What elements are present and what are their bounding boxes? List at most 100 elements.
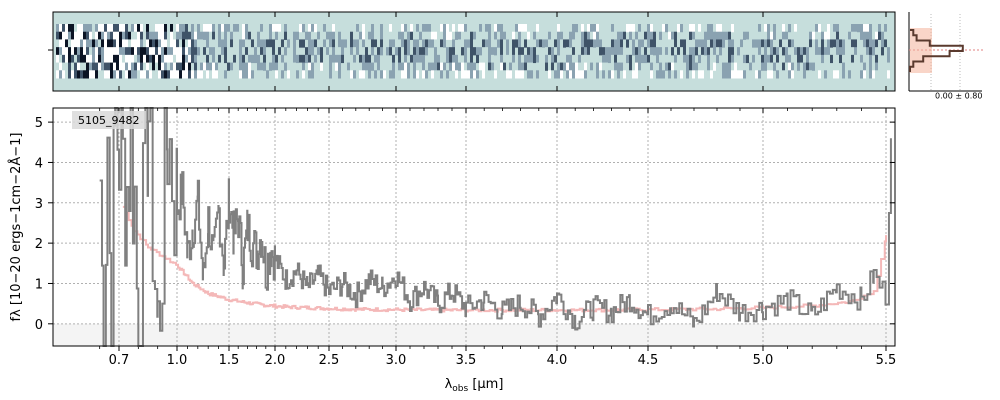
spectrum-2d-cell [632, 31, 635, 40]
spectrum-2d-cell [671, 62, 674, 71]
spectrum-2d-cell [815, 24, 818, 33]
spectrum-2d-cell [296, 70, 299, 79]
spectrum-2d-cell [848, 31, 851, 40]
y-tick-label: 5 [35, 116, 43, 131]
spectrum-2d-cell [584, 31, 587, 40]
spectrum-2d-cell [869, 24, 872, 33]
spectrum-2d-cell [503, 62, 506, 71]
spectrum-2d-cell [434, 31, 437, 40]
spectrum-2d-cell [803, 47, 806, 56]
spectrum-2d-cell [749, 62, 752, 71]
spectrum-2d-cell [578, 62, 581, 71]
spectrum-2d-cell [143, 31, 146, 40]
spectrum-2d-cell [518, 70, 521, 79]
spectrum-2d-cell [152, 47, 155, 56]
spectrum-2d-cell [554, 47, 557, 56]
spectrum-2d-cell [122, 31, 125, 40]
spectrum-2d-cell [188, 31, 191, 40]
spectrum-2d-cell [398, 31, 401, 40]
spectrum-2d-cell [620, 31, 623, 40]
spectrum-2d-cell [350, 70, 353, 79]
spectrum-2d-cell [824, 31, 827, 40]
spectrum-2d-cell [254, 54, 257, 64]
spectrum-2d-cell [167, 47, 170, 56]
spectrum-2d-cell [137, 54, 140, 64]
spectrum-2d-cell [308, 24, 311, 33]
spectrum-2d-cell [110, 54, 113, 64]
spectrum-2d-cell [575, 24, 578, 33]
spectrum-2d-cell [482, 47, 485, 56]
spectrum-2d-cell [107, 54, 110, 64]
spectrum-2d-cell [755, 31, 758, 40]
spectrum-2d-cell [641, 24, 644, 33]
spectrum-2d-cell [692, 47, 695, 56]
spectrum-2d-cell [122, 70, 125, 79]
spectrum-2d-cell [770, 47, 773, 56]
spectrum-2d-cell [398, 47, 401, 56]
spectrum-2d-cell [233, 24, 236, 33]
spectrum-2d-cell [77, 54, 80, 64]
spectrum-2d-cell [59, 47, 62, 56]
spectrum-2d-cell [443, 62, 446, 71]
spectrum-2d-cell [734, 31, 737, 40]
spectrum-2d-cell [257, 24, 260, 33]
spectrum-2d-cell [245, 24, 248, 33]
spectrum-2d-cell [617, 31, 620, 40]
spectrum-2d-cell [698, 31, 701, 40]
spectrum-2d-cell [416, 24, 419, 33]
spectrum-2d-cell [308, 39, 311, 48]
spectrum-2d-cell [68, 39, 71, 48]
spectrum-2d-cell [404, 70, 407, 79]
spectrum-2d-cell [530, 70, 533, 79]
spectrum-2d-cell [557, 24, 560, 33]
spectrum-2d-cell [167, 62, 170, 71]
spectrum-2d-cell [428, 39, 431, 48]
spectrum-2d-cell [773, 24, 776, 33]
spectrum-2d-cell [602, 62, 605, 71]
spectrum-2d-cell [524, 31, 527, 40]
spectrum-2d-cell [650, 24, 653, 33]
spectrum-2d-cell [575, 62, 578, 71]
spectrum-2d-cell [722, 70, 725, 79]
spectrum-2d-cell [623, 70, 626, 79]
spectrum-2d-cell [311, 70, 314, 79]
spectrum-2d-cell [86, 54, 89, 64]
spectrum-2d-cell [104, 54, 107, 64]
spectrum-2d-cell [185, 62, 188, 71]
spectrum-2d-cell [320, 47, 323, 56]
spectrum-2d-cell [233, 62, 236, 71]
spectrum-2d-cell [806, 54, 809, 64]
spectrum-2d-cell [293, 54, 296, 64]
spectrum-2d-cell [467, 62, 470, 71]
spectrum-2d-cell [188, 24, 191, 33]
spectrum-2d-cell [434, 62, 437, 71]
spectrum-2d-cell [383, 70, 386, 79]
spectrum-2d-cell [872, 70, 875, 79]
spectrum-2d-cell [407, 24, 410, 33]
spectrum-2d-cell [128, 24, 131, 33]
spectrum-2d-cell [233, 70, 236, 79]
spectrum-2d-cell [857, 47, 860, 56]
spectrum-2d-cell [836, 62, 839, 71]
spectrum-2d-cell [401, 62, 404, 71]
spectrum-2d-cell [191, 24, 194, 33]
spectrum-2d-cell [602, 54, 605, 64]
spectrum-2d-cell [305, 70, 308, 79]
spectrum-2d-cell [83, 24, 86, 33]
spectrum-2d-cell [539, 31, 542, 40]
spectrum-2d-cell [725, 47, 728, 56]
spectrum-2d-cell [104, 24, 107, 33]
spectrum-2d-cell [551, 24, 554, 33]
spectrum-2d-cell [548, 47, 551, 56]
spectrum-2d-cell [599, 39, 602, 48]
spectrum-2d-cell [170, 62, 173, 71]
spectrum-2d-cell [464, 62, 467, 71]
spectrum-2d-cell [632, 70, 635, 79]
spectrum-2d-cell [422, 31, 425, 40]
spectrum-2d-cell [86, 24, 89, 33]
spectrum-2d-cell [620, 47, 623, 56]
spectrum-2d-cell [677, 70, 680, 79]
spectrum-2d-cell [482, 62, 485, 71]
spectrum-2d-cell [98, 62, 101, 71]
spectrum-2d-cell [443, 39, 446, 48]
